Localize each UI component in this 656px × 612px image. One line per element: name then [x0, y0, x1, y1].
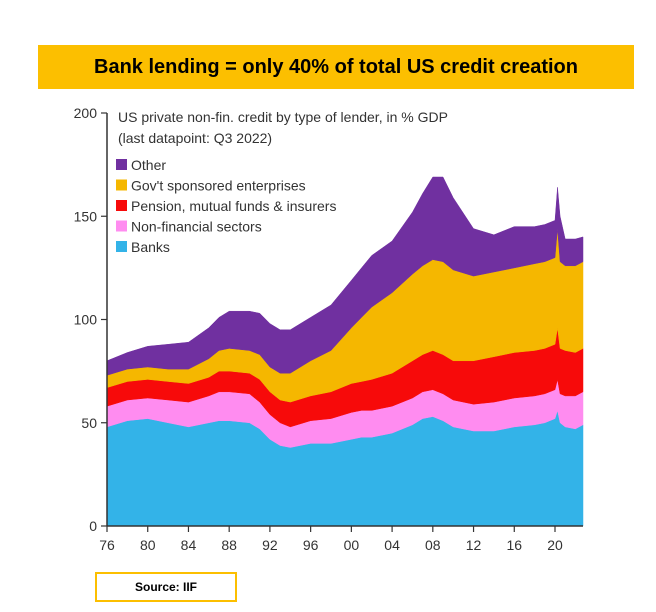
y-tick-label: 150	[74, 208, 98, 224]
legend-swatch	[116, 200, 127, 211]
source-box: Source: IIF	[95, 572, 237, 602]
area-series-other	[106, 176, 584, 376]
x-tick-label: 96	[303, 537, 319, 553]
chart-subtitle: (last datapoint: Q3 2022)	[118, 130, 272, 146]
x-tick-label: 88	[221, 537, 237, 553]
legend-label: Gov't sponsored enterprises	[131, 178, 306, 194]
source-text: Source: IIF	[134, 580, 197, 594]
legend-swatch	[116, 159, 127, 170]
x-tick-label: 04	[384, 537, 400, 553]
y-tick-label: 200	[74, 105, 98, 121]
y-tick-label: 0	[89, 518, 97, 534]
legend-swatch	[116, 241, 127, 252]
x-tick-label: 00	[344, 537, 360, 553]
y-tick-label: 50	[81, 415, 97, 431]
legend-label: Non-financial sectors	[131, 219, 262, 235]
legend-label: Pension, mutual funds & insurers	[131, 198, 336, 214]
legend-label: Banks	[131, 239, 170, 255]
x-tick-label: 12	[466, 537, 482, 553]
legend-label: Other	[131, 157, 166, 173]
legend-swatch	[116, 220, 127, 232]
chart-subtitle: US private non-fin. credit by type of le…	[118, 109, 448, 125]
legend-swatch	[116, 179, 127, 191]
x-tick-label: 20	[547, 537, 563, 553]
headline-text: Bank lending = only 40% of total US cred…	[94, 55, 578, 78]
x-tick-label: 76	[99, 537, 115, 553]
headline-banner: Bank lending = only 40% of total US cred…	[38, 45, 634, 89]
x-tick-label: 16	[506, 537, 522, 553]
x-tick-label: 80	[140, 537, 156, 553]
x-tick-label: 84	[181, 537, 197, 553]
x-tick-label: 92	[262, 537, 278, 553]
y-tick-label: 100	[74, 312, 98, 328]
x-tick-label: 08	[425, 537, 441, 553]
